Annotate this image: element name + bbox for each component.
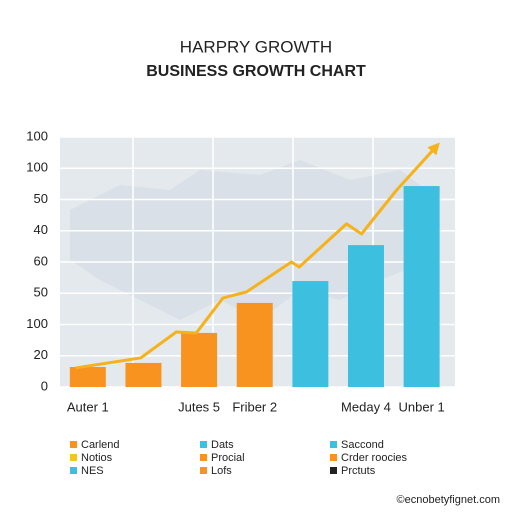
trend-line: [75, 142, 440, 370]
footer: ©ecnobetyfignet.com: [397, 494, 501, 506]
bar: [403, 186, 440, 387]
bar: [125, 362, 162, 387]
legend-swatch: [70, 454, 77, 461]
y-tick-label: 50: [34, 191, 48, 206]
bar: [236, 302, 273, 387]
y-tick-label: 100: [26, 128, 48, 143]
bar: [292, 281, 329, 387]
x-tick-label: Auter 1: [67, 399, 109, 414]
y-tick-label: 0: [41, 378, 48, 393]
legend-label: Crder roocies: [341, 452, 408, 464]
legend-label: Prctuts: [341, 465, 376, 477]
legend-swatch: [70, 467, 77, 474]
y-tick-label: 40: [34, 222, 48, 237]
bar: [181, 332, 218, 387]
legend-swatch: [70, 441, 77, 448]
chart-title: HARPRY GROWTH: [180, 37, 332, 56]
x-tick-label: Meday 4: [341, 399, 391, 414]
legend-swatch: [200, 454, 207, 461]
legend-label: Lofs: [211, 465, 232, 477]
legend-swatch: [330, 441, 337, 448]
y-tick-label: 100: [26, 316, 48, 331]
x-tick-label: Friber 2: [232, 399, 277, 414]
legend-swatch: [200, 441, 207, 448]
y-tick-label: 50: [34, 285, 48, 300]
legend-label: Saccond: [341, 439, 384, 451]
y-tick-label: 20: [34, 347, 48, 362]
legend-swatch: [200, 467, 207, 474]
x-tick-label: Jutes 5: [178, 399, 220, 414]
x-tick-label: Unber 1: [398, 399, 444, 414]
y-tick-label: 60: [34, 253, 48, 268]
bar: [347, 245, 384, 387]
legend-label: Notios: [81, 452, 113, 464]
legend-swatch: [330, 454, 337, 461]
legend-label: Carlend: [81, 439, 120, 451]
legend-label: Procial: [211, 452, 245, 464]
bar: [69, 367, 106, 387]
legend-label: Dats: [211, 439, 234, 451]
y-tick-label: 100: [26, 160, 48, 175]
chart-subtitle: BUSINESS GROWTH CHART: [146, 63, 366, 80]
legend-swatch: [330, 467, 337, 474]
legend-label: NES: [81, 465, 104, 477]
